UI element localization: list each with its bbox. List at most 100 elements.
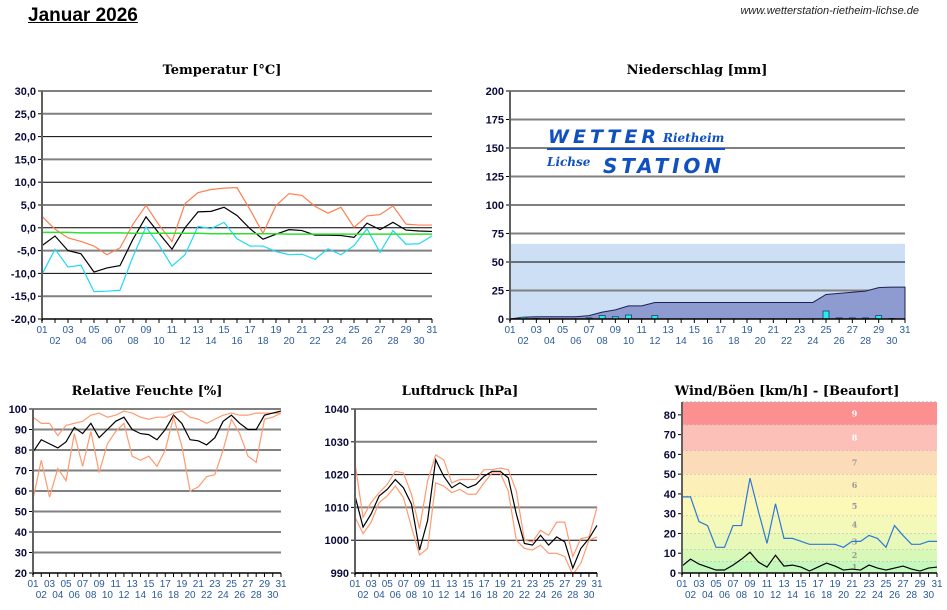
x-tick-label: 09: [94, 579, 106, 590]
beaufort-band-8: [682, 424, 937, 451]
x-tick-label: 22: [855, 590, 867, 601]
x-tick-label: 03: [62, 325, 74, 336]
y-tick-label: 20: [15, 568, 27, 580]
x-tick-label: 31: [426, 325, 438, 336]
x-tick-label: 05: [557, 325, 569, 336]
x-tick-label: 11: [430, 579, 441, 590]
pressure-chart: Luftdruck [hPa]1040103010201010100099001…: [325, 384, 603, 601]
x-tick-label: 17: [160, 579, 172, 590]
y-tick-label: 90: [15, 425, 27, 437]
beaufort-label: 2: [852, 550, 858, 560]
x-tick-label: 23: [794, 325, 806, 336]
x-tick-label: 17: [244, 325, 256, 336]
y-tick-label: 1040: [325, 404, 349, 416]
x-tick-label: 12: [649, 336, 661, 347]
x-tick-label: 03: [693, 579, 705, 590]
x-tick-label: 14: [135, 590, 147, 601]
x-tick-label: 22: [519, 590, 531, 601]
x-tick-label: 29: [259, 579, 271, 590]
y-tick-label: 70: [664, 430, 676, 442]
temperature-series-2: [41, 221, 433, 293]
wind-chart: Wind/Böen [km/h] - [Beaufort]12345678980…: [664, 384, 943, 601]
y-tick-label: 0: [498, 314, 504, 326]
x-tick-label: 06: [101, 336, 113, 347]
wind-series-0: [682, 477, 937, 549]
wind-title: Wind/Böen [km/h] - [Beaufort]: [674, 384, 900, 399]
x-tick-label: 23: [322, 325, 334, 336]
x-tick-label: 06: [390, 590, 402, 601]
x-tick-label: 13: [192, 325, 204, 336]
logo-wetter: WETTER: [548, 126, 656, 148]
y-tick-label: 125: [486, 172, 504, 184]
x-tick-label: 13: [446, 579, 458, 590]
x-tick-label: 29: [575, 579, 587, 590]
x-tick-label: 11: [110, 579, 121, 590]
beaufort-band-1: [682, 561, 937, 573]
x-tick-label: 17: [715, 325, 727, 336]
x-tick-label: 08: [406, 590, 418, 601]
humidity-chart: Relative Feuchte [%]10090807060504030200…: [9, 384, 287, 601]
x-tick-label: 31: [931, 579, 943, 590]
x-tick-label: 18: [487, 590, 499, 601]
pressure-series-0: [354, 454, 598, 559]
x-tick-label: 01: [676, 579, 688, 590]
x-tick-label: 04: [544, 336, 556, 347]
beaufort-label: 9: [852, 408, 858, 418]
x-tick-label: 10: [102, 590, 114, 601]
x-tick-label: 08: [127, 336, 139, 347]
x-tick-label: 30: [583, 590, 595, 601]
x-tick-label: 08: [597, 336, 609, 347]
x-tick-label: 28: [387, 336, 399, 347]
x-tick-label: 12: [118, 590, 130, 601]
y-tick-label: 40: [664, 489, 676, 501]
x-tick-label: 22: [309, 336, 321, 347]
x-tick-label: 19: [495, 579, 507, 590]
x-tick-label: 20: [503, 590, 515, 601]
y-tick-label: 990: [331, 568, 349, 580]
x-tick-label: 27: [847, 325, 859, 336]
precipitation-chart: Niederschlag [mm]20017515012510075502500…: [486, 63, 911, 347]
x-tick-label: 06: [719, 590, 731, 601]
x-tick-label: 14: [205, 336, 217, 347]
beaufort-label: 1: [852, 562, 858, 572]
x-tick-label: 06: [570, 336, 582, 347]
x-tick-label: 16: [804, 590, 816, 601]
x-tick-label: 28: [567, 590, 579, 601]
x-tick-label: 16: [151, 590, 163, 601]
website-url[interactable]: www.wetterstation-rietheim-lichse.de: [740, 5, 919, 17]
y-tick-label: 200: [486, 86, 504, 98]
x-tick-label: 24: [335, 336, 347, 347]
y-tick-label: 60: [664, 449, 676, 461]
beaufort-label: 4: [852, 520, 858, 530]
x-tick-label: 18: [168, 590, 180, 601]
x-tick-label: 23: [209, 579, 221, 590]
pressure-title: Luftdruck [hPa]: [402, 384, 519, 399]
x-tick-label: 26: [834, 336, 846, 347]
x-tick-label: 06: [69, 590, 81, 601]
x-tick-label: 25: [348, 325, 360, 336]
x-tick-label: 02: [518, 336, 530, 347]
x-tick-label: 18: [728, 336, 740, 347]
x-tick-label: 07: [583, 325, 595, 336]
temperature-series-3: [42, 231, 432, 235]
y-tick-label: 50: [492, 257, 504, 269]
x-tick-label: 04: [702, 590, 714, 601]
x-tick-label: 01: [36, 325, 48, 336]
y-tick-label: 30,0: [15, 86, 36, 98]
beaufort-band-7: [682, 450, 937, 475]
page-title: Januar 2026: [28, 5, 138, 26]
x-tick-label: 27: [559, 579, 571, 590]
x-tick-label: 15: [795, 579, 807, 590]
x-tick-label: 21: [846, 579, 858, 590]
x-tick-label: 14: [787, 590, 799, 601]
logo-station: STATION: [603, 154, 721, 178]
x-tick-label: 05: [382, 579, 394, 590]
y-tick-label: 25: [492, 286, 504, 298]
x-tick-label: 20: [283, 336, 295, 347]
x-tick-label: 26: [361, 336, 373, 347]
y-tick-label: 70: [15, 466, 27, 478]
x-tick-label: 03: [531, 325, 543, 336]
humidity-series-2: [32, 412, 282, 500]
x-tick-label: 28: [906, 590, 918, 601]
x-tick-label: 03: [366, 579, 378, 590]
